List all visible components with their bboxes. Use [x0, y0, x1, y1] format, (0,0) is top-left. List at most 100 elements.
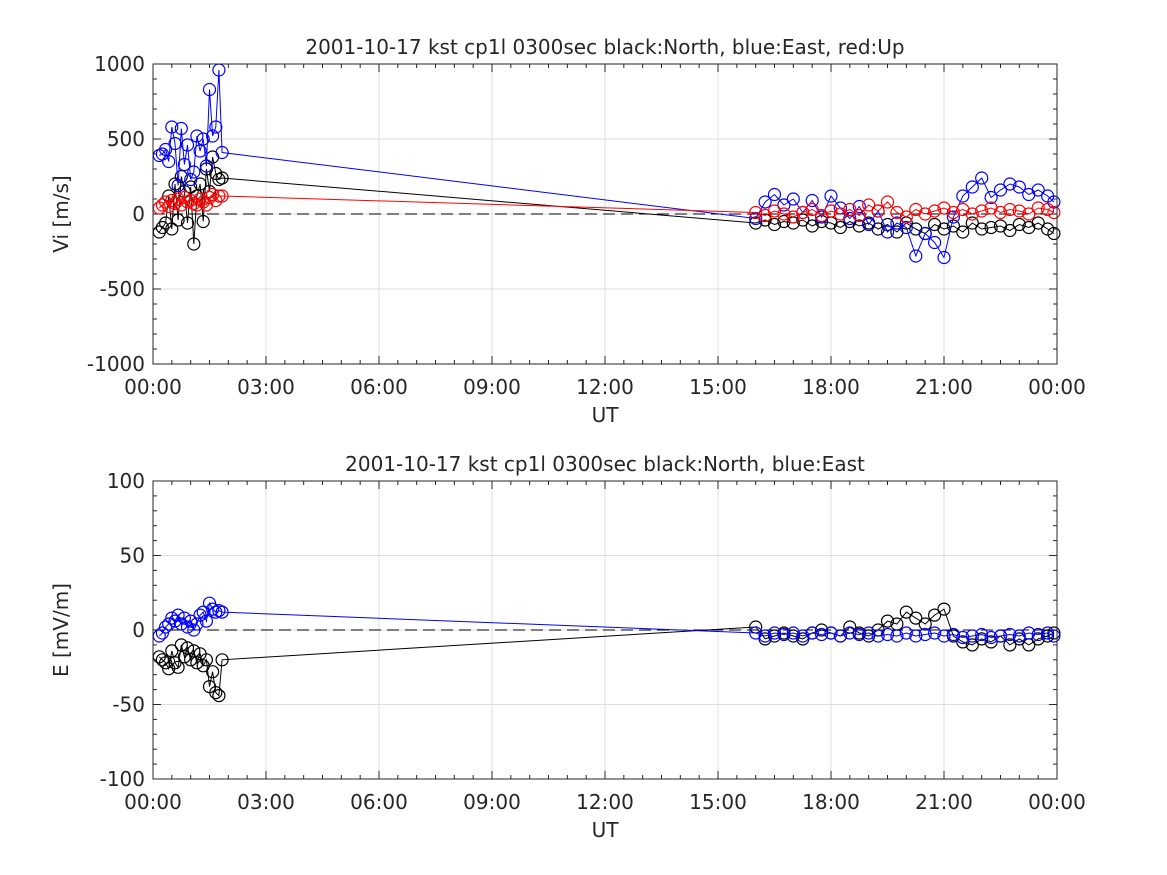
- data-point: [777, 627, 791, 642]
- data-point: [956, 630, 970, 645]
- data-point: [159, 142, 173, 157]
- x-tick-label: 21:00: [915, 375, 973, 399]
- data-point: [956, 189, 970, 203]
- data-point: [1047, 226, 1061, 241]
- data-point: [1003, 638, 1017, 652]
- data-point: [1012, 204, 1026, 218]
- data-point: [1003, 223, 1017, 238]
- data-point: [168, 196, 182, 211]
- data-point: [187, 237, 201, 251]
- x-axis-label: UT: [592, 403, 620, 427]
- data-point: [927, 626, 942, 640]
- data-point: [975, 222, 989, 236]
- data-point: [1047, 629, 1061, 643]
- data-point: [190, 129, 204, 143]
- x-tick-label: 00:00: [124, 790, 182, 814]
- data-point: [909, 611, 923, 625]
- data-point: [180, 641, 195, 655]
- data-point: [171, 608, 185, 622]
- data-point: [196, 214, 210, 229]
- data-point: [767, 626, 782, 640]
- data-point: [184, 614, 198, 628]
- data-point: [786, 629, 800, 643]
- data-point: [177, 157, 191, 172]
- data-point: [199, 614, 213, 628]
- data-point: [899, 626, 913, 640]
- data-point: [209, 685, 223, 700]
- data-point: [215, 189, 229, 203]
- efield-panel: 00:00 03:00 06:00 09:00 12:00 15:00 18:00 21:00…: [49, 452, 1086, 842]
- data-point: [174, 638, 188, 652]
- y-tick-label: 1000: [94, 52, 145, 76]
- x-tick-label: 03:00: [237, 790, 295, 814]
- data-point: [1012, 629, 1026, 643]
- x-tick-label: 18:00: [802, 375, 860, 399]
- data-point: [184, 653, 198, 667]
- data-point: [196, 659, 210, 673]
- y-tick-label: -1000: [87, 352, 145, 376]
- data-point: [852, 199, 866, 214]
- data-point: [758, 629, 772, 643]
- y-tick-label: 500: [107, 127, 145, 151]
- data-point: [796, 213, 810, 227]
- data-point: [187, 165, 201, 179]
- data-point: [777, 207, 791, 221]
- data-point: [155, 220, 169, 235]
- data-point: [187, 644, 201, 658]
- data-point: [796, 629, 810, 643]
- data-point: [862, 626, 876, 640]
- data-point: [946, 205, 961, 220]
- data-point: [880, 217, 895, 232]
- data-point: [199, 653, 213, 667]
- data-point: [956, 635, 970, 649]
- data-point: [1040, 626, 1055, 640]
- y-tick-label: -100: [100, 767, 145, 791]
- data-point: [777, 198, 791, 212]
- data-point: [196, 605, 210, 619]
- data-point: [862, 198, 876, 212]
- data-point: [993, 205, 1008, 220]
- data-point: [984, 190, 998, 205]
- data-point: [956, 225, 970, 239]
- chart-title: 2001-10-17 kst cp1l 0300sec black:North,…: [345, 452, 865, 476]
- y-axis-label: Vi [m/s]: [49, 175, 73, 252]
- data-point: [927, 608, 942, 622]
- data-point: [824, 626, 838, 640]
- y-tick-label: 100: [107, 469, 145, 493]
- y-tick-label: 50: [120, 544, 145, 568]
- data-point: [212, 688, 226, 703]
- data-point: [786, 192, 800, 206]
- data-point: [749, 626, 763, 640]
- data-point: [862, 217, 876, 232]
- x-tick-label: 12:00: [576, 375, 634, 399]
- data-point: [899, 220, 913, 235]
- x-tick-label: 12:00: [576, 790, 634, 814]
- data-point: [946, 219, 961, 233]
- data-point: [871, 629, 885, 643]
- data-point: [975, 171, 989, 185]
- data-point: [796, 205, 810, 220]
- data-point: [196, 132, 210, 146]
- data-point: [209, 120, 223, 134]
- data-point: [215, 171, 229, 185]
- data-point: [758, 632, 772, 646]
- data-point: [852, 219, 866, 233]
- data-point: [155, 626, 169, 640]
- data-point: [162, 154, 176, 169]
- data-point: [174, 169, 188, 184]
- data-point: [824, 189, 838, 203]
- data-point: [880, 195, 895, 209]
- x-tick-label: 18:00: [802, 790, 860, 814]
- data-point: [1022, 626, 1036, 640]
- data-point: [927, 235, 942, 250]
- axes-box: [152, 63, 1058, 365]
- data-point: [180, 138, 195, 152]
- data-point: [206, 665, 220, 679]
- data-point: [880, 614, 895, 628]
- data-point: [965, 216, 979, 230]
- data-point: [1031, 216, 1045, 230]
- data-point: [159, 195, 173, 209]
- data-point: [1031, 627, 1045, 642]
- data-point: [946, 627, 961, 642]
